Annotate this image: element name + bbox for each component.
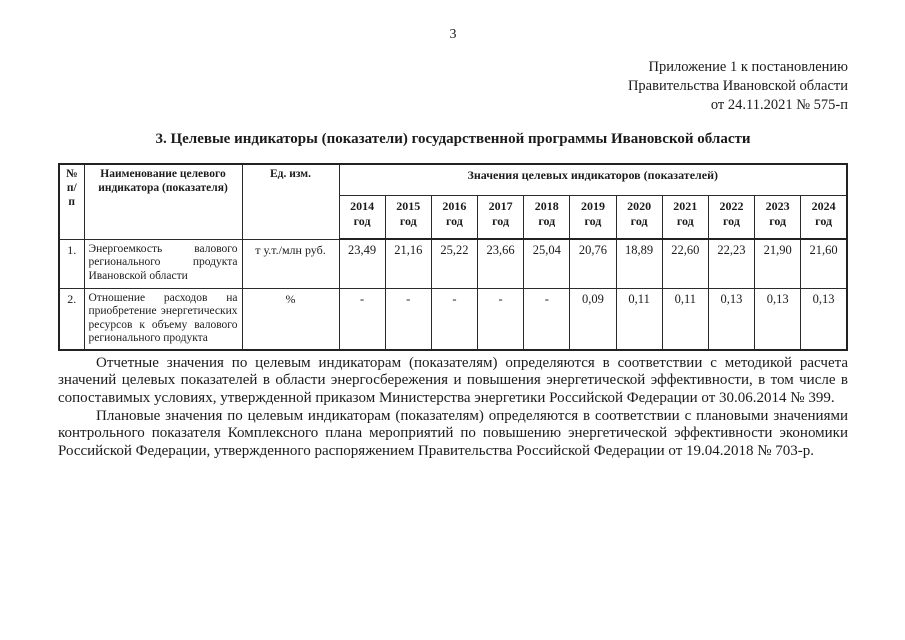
row-number-cell: 2. bbox=[58, 287, 85, 351]
body-text: Отчетные значения по целевым индикаторам… bbox=[58, 355, 848, 461]
value-cell: 18,89 bbox=[615, 238, 663, 289]
value-cell: 0,11 bbox=[615, 287, 663, 351]
value-cell: 0,13 bbox=[800, 287, 848, 351]
value-cell: 0,13 bbox=[707, 287, 756, 351]
body-paragraph: Плановые значения по целевым индикаторам… bbox=[58, 407, 848, 459]
unit-cell: % bbox=[241, 287, 340, 351]
value-cell: 21,16 bbox=[384, 238, 432, 289]
body-paragraph: Отчетные значения по целевым индикаторам… bbox=[58, 354, 848, 406]
appendix-block: Приложение 1 к постановлению Правительст… bbox=[58, 58, 848, 115]
table-row: 2. Отношение расходов на приобретение эне… bbox=[58, 287, 848, 351]
indicators-table: № п/п Наименование целевого индикатора (… bbox=[58, 163, 848, 351]
column-header-num: № п/п bbox=[58, 163, 85, 240]
year-header-2018: 2018 год bbox=[523, 195, 571, 240]
row-number-cell: 1. bbox=[58, 238, 85, 289]
table-year-row: 2014 год 2015 год 2016 год 2017 год 2018 год… bbox=[59, 195, 848, 240]
year-header-2020: 2020 год bbox=[615, 195, 663, 240]
year-header-2019: 2019 год bbox=[569, 195, 617, 240]
value-cell: 23,66 bbox=[477, 238, 525, 289]
value-cell: 0,09 bbox=[569, 287, 617, 351]
appendix-line: Приложение 1 к постановлению bbox=[648, 59, 848, 75]
appendix-line: Правительства Ивановской области bbox=[627, 78, 848, 94]
year-header-2024: 2024 год bbox=[800, 195, 848, 240]
value-cell: 25,04 bbox=[523, 238, 571, 289]
table-header-row: № п/п Наименование целевого индикатора (… bbox=[58, 163, 848, 240]
value-cell: 21,60 bbox=[800, 238, 848, 289]
page-number: 3 bbox=[449, 27, 457, 42]
value-cell: - bbox=[384, 287, 432, 351]
year-header-2016: 2016 год bbox=[430, 195, 479, 240]
value-cell: 20,76 bbox=[569, 238, 617, 289]
year-header-2017: 2017 год bbox=[477, 195, 525, 240]
column-header-values-group: Значения целевых индикаторов (показателе… bbox=[338, 163, 848, 196]
year-header-2022: 2022 год bbox=[707, 195, 756, 240]
column-header-name: Наименование целевого индикатора (показа… bbox=[83, 163, 243, 240]
value-cell: 0,13 bbox=[754, 287, 802, 351]
year-header-2014: 2014 год bbox=[338, 195, 386, 240]
year-header-2023: 2023 год bbox=[754, 195, 802, 240]
table-row: 1. Энергоемкость валового регионального п… bbox=[58, 238, 848, 289]
appendix-line: от 24.11.2021 № 575-п bbox=[710, 97, 848, 113]
value-cell: 25,22 bbox=[430, 238, 479, 289]
unit-cell: т у.т./млн руб. bbox=[241, 238, 340, 289]
indicator-name-cell: Энергоемкость валового регионального про… bbox=[83, 238, 243, 289]
value-cell: 22,23 bbox=[707, 238, 756, 289]
section-heading: 3. Целевые индикаторы (показатели) госуд… bbox=[155, 131, 751, 147]
value-cell: - bbox=[477, 287, 525, 351]
value-cell: - bbox=[523, 287, 571, 351]
value-cell: - bbox=[338, 287, 386, 351]
value-cell: - bbox=[430, 287, 479, 351]
year-header-2015: 2015 год bbox=[384, 195, 432, 240]
column-header-unit: Ед. изм. bbox=[241, 163, 340, 240]
value-cell: 22,60 bbox=[661, 238, 709, 289]
value-cell: 23,49 bbox=[338, 238, 386, 289]
year-header-2021: 2021 год bbox=[661, 195, 709, 240]
indicator-name-cell: Отношение расходов на приобретение энерг… bbox=[83, 287, 243, 351]
table-body: 1. Энергоемкость валового регионального п… bbox=[58, 238, 848, 351]
value-cell: 21,90 bbox=[754, 238, 802, 289]
value-cell: 0,11 bbox=[661, 287, 709, 351]
